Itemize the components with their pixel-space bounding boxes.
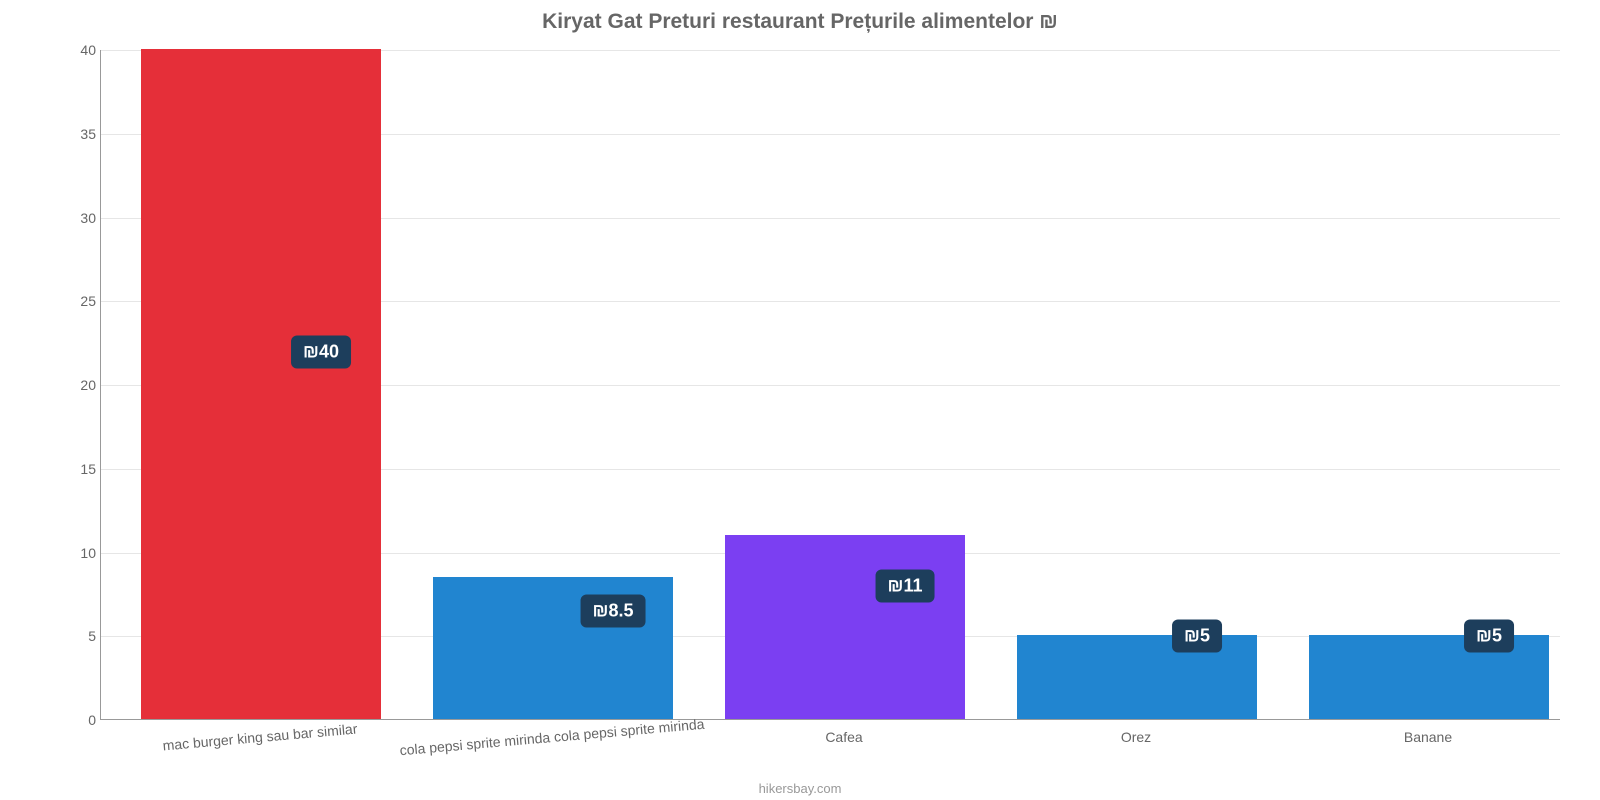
y-tick-label: 0 (61, 712, 96, 728)
plot-region: 0510152025303540₪40₪8.5₪11₪5₪5 (100, 50, 1560, 720)
y-tick-label: 10 (61, 545, 96, 561)
chart-plot-area: 0510152025303540₪40₪8.5₪11₪5₪5 (100, 50, 1560, 720)
x-tick-label: Banane (1404, 729, 1452, 745)
chart-title: Kiryat Gat Preturi restaurant Prețurile … (0, 0, 1600, 34)
value-badge: ₪8.5 (581, 595, 646, 628)
y-tick-label: 25 (61, 293, 96, 309)
y-tick-label: 40 (61, 42, 96, 58)
y-tick-label: 15 (61, 461, 96, 477)
value-badge: ₪5 (1464, 620, 1514, 653)
bar (725, 535, 965, 719)
bar (141, 49, 381, 719)
y-tick-label: 35 (61, 126, 96, 142)
chart-source-footer: hikersbay.com (0, 781, 1600, 796)
x-tick-label: mac burger king sau bar similar (162, 721, 358, 754)
value-badge: ₪40 (291, 335, 351, 368)
value-badge: ₪11 (876, 570, 935, 603)
value-badge: ₪5 (1172, 620, 1222, 653)
x-tick-label: Orez (1121, 729, 1151, 745)
x-tick-label: cola pepsi sprite mirinda cola pepsi spr… (399, 716, 705, 759)
y-tick-label: 5 (61, 628, 96, 644)
y-tick-label: 20 (61, 377, 96, 393)
x-tick-label: Cafea (825, 729, 862, 745)
x-axis-labels: mac burger king sau bar similarcola peps… (100, 725, 1560, 775)
y-tick-label: 30 (61, 210, 96, 226)
